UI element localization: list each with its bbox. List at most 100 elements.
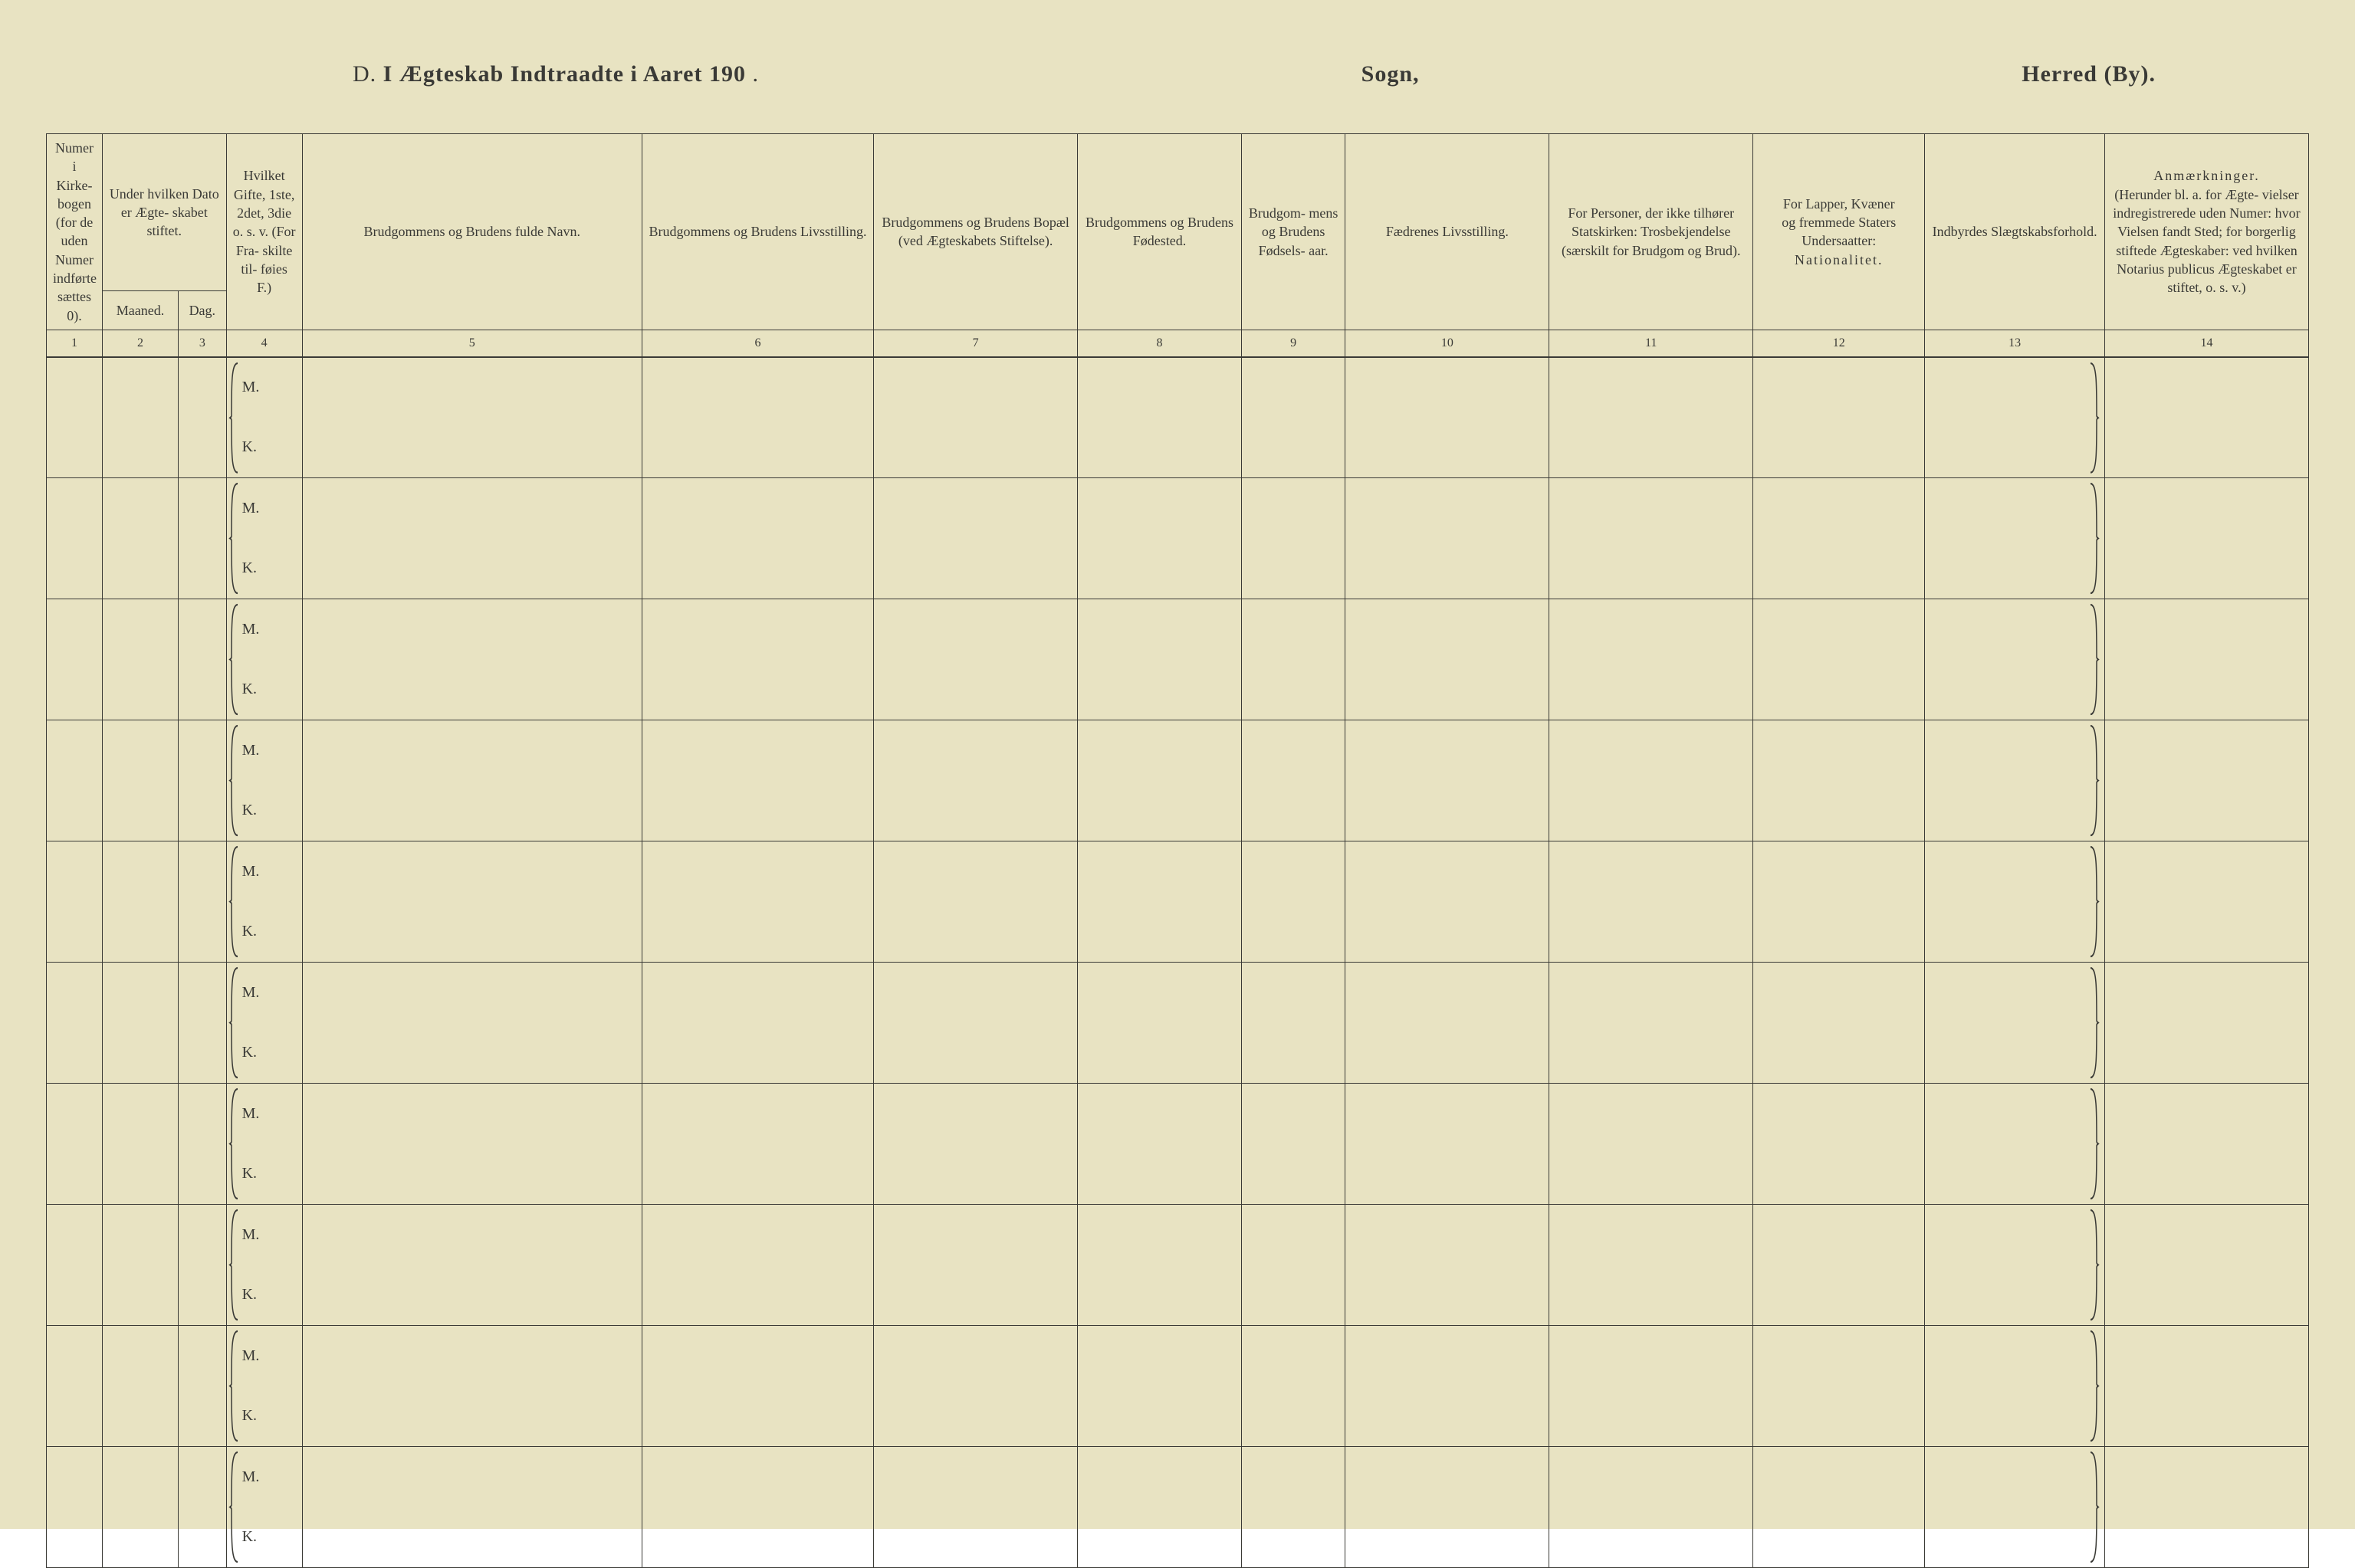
cell-c7 xyxy=(874,1205,1078,1326)
cell-c12 xyxy=(1753,1326,1925,1447)
cell-c10 xyxy=(1345,357,1549,478)
cell-c12 xyxy=(1753,357,1925,478)
hdr-col12-l4: Nationalitet. xyxy=(1795,252,1883,267)
brace-right-cell xyxy=(1925,1447,2104,1567)
cell-c9 xyxy=(1241,1326,1345,1447)
cell-c14 xyxy=(2104,357,2308,478)
mk-m: M. xyxy=(242,1467,260,1488)
brace-icon xyxy=(2089,602,2100,717)
cell-c12 xyxy=(1753,1447,1925,1568)
cell-c13 xyxy=(1925,1205,2105,1326)
cell-c3 xyxy=(179,478,227,599)
cell-c11 xyxy=(1549,720,1753,841)
cell-c14 xyxy=(2104,1084,2308,1205)
mk-m: M. xyxy=(242,498,260,519)
cell-c13 xyxy=(1925,1447,2105,1568)
brace-right-cell xyxy=(1925,1084,2104,1204)
table-row: M.K. xyxy=(47,599,2309,720)
cell-c11 xyxy=(1549,478,1753,599)
cell-c11 xyxy=(1549,963,1753,1084)
cell-c7 xyxy=(874,599,1078,720)
mk-k: K. xyxy=(242,437,260,458)
cell-c14 xyxy=(2104,478,2308,599)
hdr-col1: Numer i Kirke- bogen (for de uden Numer … xyxy=(47,134,103,330)
mk-k: K. xyxy=(242,1284,260,1305)
cell-c11 xyxy=(1549,599,1753,720)
mk-labels: M.K. xyxy=(241,1447,260,1567)
hdr-col12: For Lapper, Kvæner og fremmede Staters U… xyxy=(1753,134,1925,330)
cell-c11 xyxy=(1549,1326,1753,1447)
colnum-3: 3 xyxy=(179,330,227,356)
table-row: M.K. xyxy=(47,1326,2309,1447)
cell-c3 xyxy=(179,841,227,963)
mk-cell: M.K. xyxy=(227,1205,302,1325)
cell-c4: M. K. xyxy=(226,478,302,599)
cell-c14 xyxy=(2104,1326,2308,1447)
cell-c5 xyxy=(302,599,642,720)
cell-c7 xyxy=(874,963,1078,1084)
cell-c4: M.K. xyxy=(226,841,302,963)
mk-cell: M.K. xyxy=(227,841,302,962)
cell-c5 xyxy=(302,720,642,841)
cell-c12 xyxy=(1753,963,1925,1084)
cell-c2 xyxy=(102,357,178,478)
cell-c6 xyxy=(642,599,873,720)
cell-c1 xyxy=(47,478,103,599)
mk-m: M. xyxy=(242,740,260,761)
cell-c14 xyxy=(2104,963,2308,1084)
mk-cell: M.K. xyxy=(227,1326,302,1446)
cell-c5 xyxy=(302,1205,642,1326)
colnum-10: 10 xyxy=(1345,330,1549,356)
cell-c2 xyxy=(102,478,178,599)
mk-m: M. xyxy=(242,1104,260,1124)
brace-icon xyxy=(227,1205,241,1325)
brace-icon xyxy=(227,841,241,962)
mk-k: K. xyxy=(242,558,260,579)
cell-c14 xyxy=(2104,841,2308,963)
cell-c3 xyxy=(179,1084,227,1205)
hdr-col4: Hvilket Gifte, 1ste, 2det, 3die o. s. v.… xyxy=(226,134,302,330)
cell-c2 xyxy=(102,1205,178,1326)
cell-c12 xyxy=(1753,1084,1925,1205)
cell-c12 xyxy=(1753,599,1925,720)
cell-c9 xyxy=(1241,599,1345,720)
mk-labels: M.K. xyxy=(241,841,260,962)
page-title-row: D. I Ægteskab Indtraadte i Aaret 190 . S… xyxy=(353,61,2156,87)
mk-k: K. xyxy=(242,921,260,942)
cell-c4: M.K. xyxy=(226,1326,302,1447)
cell-c5 xyxy=(302,357,642,478)
brace-icon xyxy=(2089,481,2100,595)
hdr-col7: Brudgommens og Brudens Bopæl (ved Ægtesk… xyxy=(874,134,1078,330)
cell-c8 xyxy=(1078,1084,1242,1205)
cell-c14 xyxy=(2104,1205,2308,1326)
title-suffix: . xyxy=(752,61,759,87)
table-row: M.K. xyxy=(47,1205,2309,1326)
cell-c6 xyxy=(642,1205,873,1326)
cell-c9 xyxy=(1241,357,1345,478)
cell-c7 xyxy=(874,841,1078,963)
cell-c7 xyxy=(874,1084,1078,1205)
cell-c1 xyxy=(47,1205,103,1326)
cell-c8 xyxy=(1078,1326,1242,1447)
cell-c11 xyxy=(1549,1084,1753,1205)
cell-c3 xyxy=(179,720,227,841)
brace-right-cell xyxy=(1925,963,2104,1083)
hdr-col12-l3: Undersaatter: xyxy=(1802,233,1876,248)
mk-m: M. xyxy=(242,1346,260,1366)
brace-icon xyxy=(227,358,241,478)
title-right: Herred (By). xyxy=(2022,61,2156,87)
cell-c13 xyxy=(1925,478,2105,599)
cell-c8 xyxy=(1078,1447,1242,1568)
cell-c7 xyxy=(874,1326,1078,1447)
cell-c14 xyxy=(2104,1447,2308,1568)
cell-c9 xyxy=(1241,1447,1345,1568)
cell-c6 xyxy=(642,841,873,963)
cell-c6 xyxy=(642,1326,873,1447)
brace-right-cell xyxy=(1925,1205,2104,1325)
hdr-col3-sub: Dag. xyxy=(179,290,227,330)
brace-icon xyxy=(2089,1208,2100,1322)
brace-right-cell xyxy=(1925,841,2104,962)
cell-c5 xyxy=(302,478,642,599)
colnum-7: 7 xyxy=(874,330,1078,356)
cell-c9 xyxy=(1241,720,1345,841)
